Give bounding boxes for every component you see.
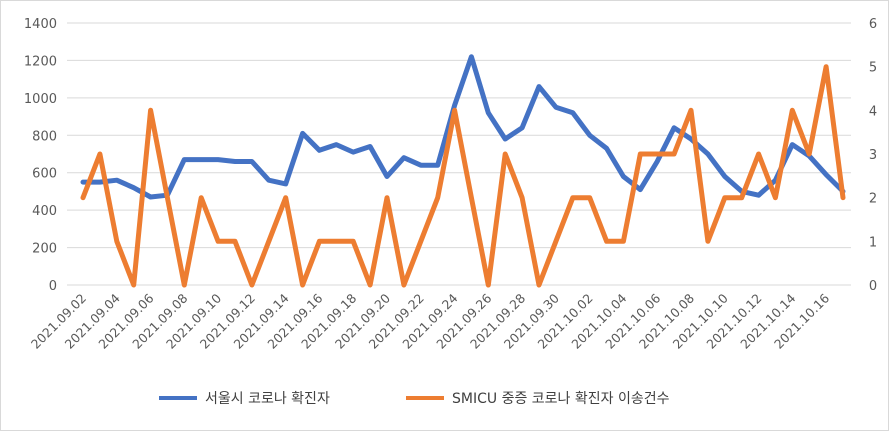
gridlines: [67, 22, 851, 286]
legend-label-smicu: SMICU 중증 코로나 확진자 이송건수: [452, 391, 670, 407]
y-tick-label: 400: [32, 204, 57, 219]
y2-tick-label: 5: [869, 61, 877, 76]
series-line-smicu: [80, 64, 846, 288]
series-line-seoul: [80, 54, 846, 200]
y2-tick-label: 2: [869, 192, 877, 207]
y2-tick-label: 6: [869, 17, 877, 32]
y-tick-label: 600: [32, 167, 57, 182]
y2-tick-label: 3: [869, 148, 877, 163]
left-axis-ticks: 0 200 400 600 800 1000 1200 1400: [24, 17, 57, 294]
y2-tick-label: 0: [869, 279, 877, 294]
y-tick-label: 800: [32, 129, 57, 144]
y2-tick-label: 1: [869, 235, 877, 250]
y-tick-label: 1200: [24, 54, 57, 69]
y-tick-label: 200: [32, 242, 57, 257]
x-axis-ticks: 2021.09.022021.09.042021.09.062021.09.08…: [28, 290, 832, 351]
y-tick-label: 1400: [24, 17, 57, 32]
y-tick-label: 1000: [24, 92, 57, 107]
right-axis-ticks: 0 1 2 3 4 5 6: [869, 17, 877, 294]
y-tick-label: 0: [49, 279, 57, 294]
legend: 서울시 코로나 확진자 SMICU 중증 코로나 확진자 이송건수: [159, 391, 670, 407]
series-lines: [80, 54, 846, 288]
y2-tick-label: 4: [869, 104, 877, 119]
legend-label-seoul: 서울시 코로나 확진자: [205, 391, 330, 407]
